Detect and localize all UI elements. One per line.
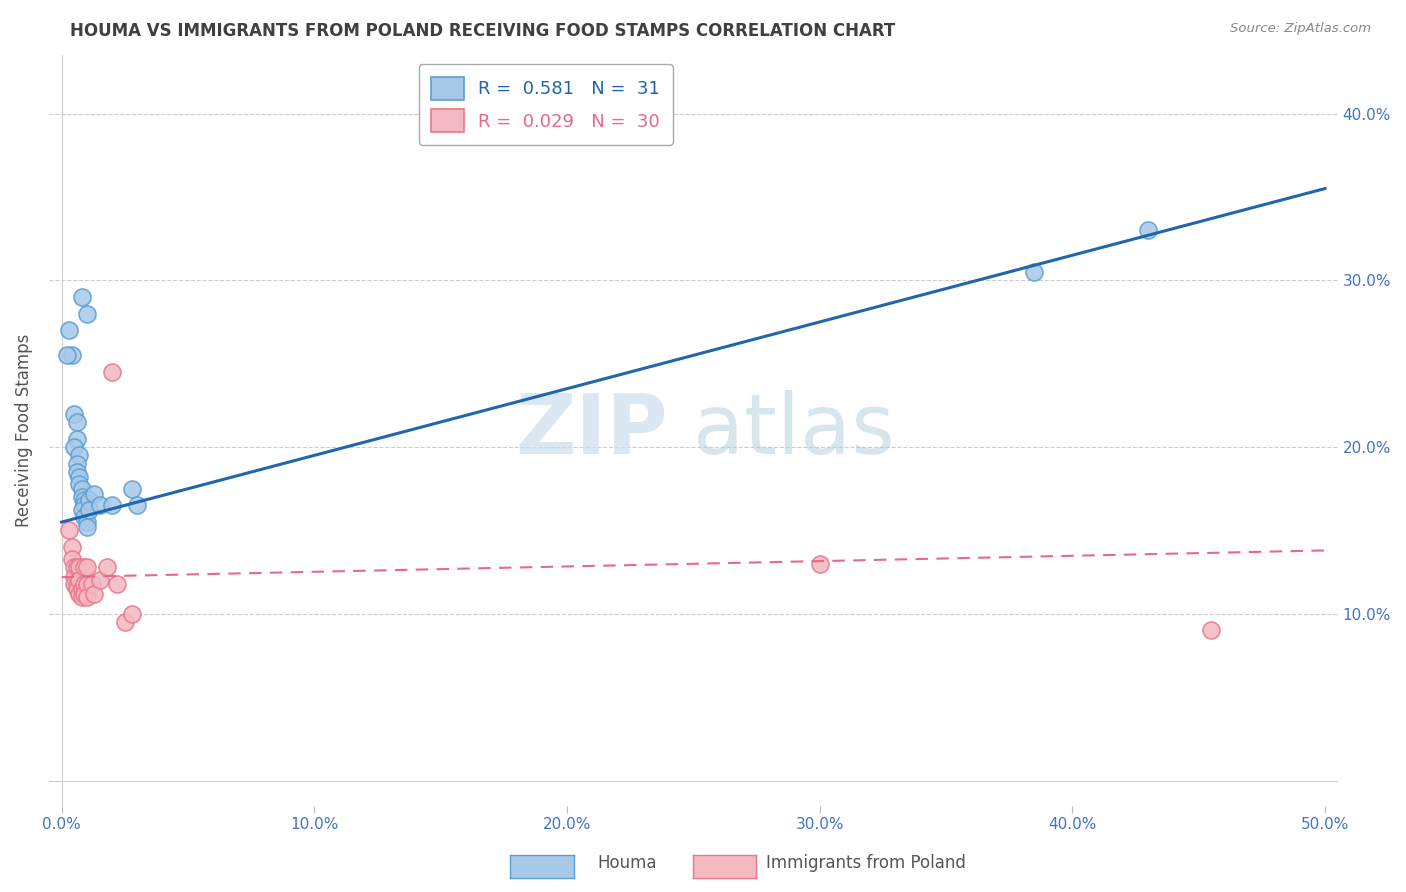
Point [76,560,98,574]
Point [105,576,128,591]
Point [67,449,90,463]
Point [121,482,143,496]
Point [73,499,96,513]
Point [73,510,96,524]
Point [76,520,98,534]
Point [73,560,96,574]
Point [63,440,86,454]
Text: Houma: Houma [598,855,657,872]
Point [80,576,103,591]
Point [63,570,86,584]
Point [101,365,124,379]
Point [60,348,83,362]
Point [60,551,83,566]
Point [63,576,86,591]
Point [96,560,118,574]
Point [73,493,96,508]
Point [79,493,101,508]
Point [58,524,80,538]
Point [89,574,111,588]
Point [76,515,98,529]
Point [67,587,90,601]
Text: Source: ZipAtlas.com: Source: ZipAtlas.com [1230,22,1371,36]
Point [89,499,111,513]
Point [76,307,98,321]
Point [70,590,93,604]
Text: ZIP: ZIP [515,390,668,471]
Point [70,290,93,304]
Point [73,587,96,601]
Point [63,407,86,421]
Point [127,499,149,513]
Point [1024,265,1046,279]
Point [73,576,96,591]
Point [101,499,124,513]
Point [66,432,89,446]
Point [60,540,83,554]
Legend: R =  0.581   N =  31, R =  0.029   N =  30: R = 0.581 N = 31, R = 0.029 N = 30 [419,64,673,145]
Y-axis label: Receiving Food Stamps: Receiving Food Stamps [15,334,32,527]
Point [63,560,86,574]
Point [76,576,98,591]
Point [66,576,89,591]
Point [66,415,89,429]
Point [808,557,831,571]
Point [70,582,93,596]
Point [1137,223,1160,237]
Point [121,607,143,621]
Point [76,590,98,604]
Point [66,457,89,471]
Text: Immigrants from Poland: Immigrants from Poland [766,855,966,872]
Text: HOUMA VS IMMIGRANTS FROM POLAND RECEIVING FOOD STAMPS CORRELATION CHART: HOUMA VS IMMIGRANTS FROM POLAND RECEIVIN… [70,22,896,40]
Point [58,323,80,337]
Point [66,560,89,574]
Point [66,465,89,479]
Point [70,503,93,517]
Point [67,574,90,588]
Point [67,476,90,491]
Point [66,582,89,596]
Point [67,560,90,574]
Point [67,470,90,484]
Point [79,503,101,517]
Point [1201,624,1223,638]
Point [70,482,93,496]
Text: atlas: atlas [693,390,896,471]
Point [70,490,93,504]
Point [114,615,136,629]
Point [83,487,105,501]
Point [83,587,105,601]
Point [55,348,77,362]
